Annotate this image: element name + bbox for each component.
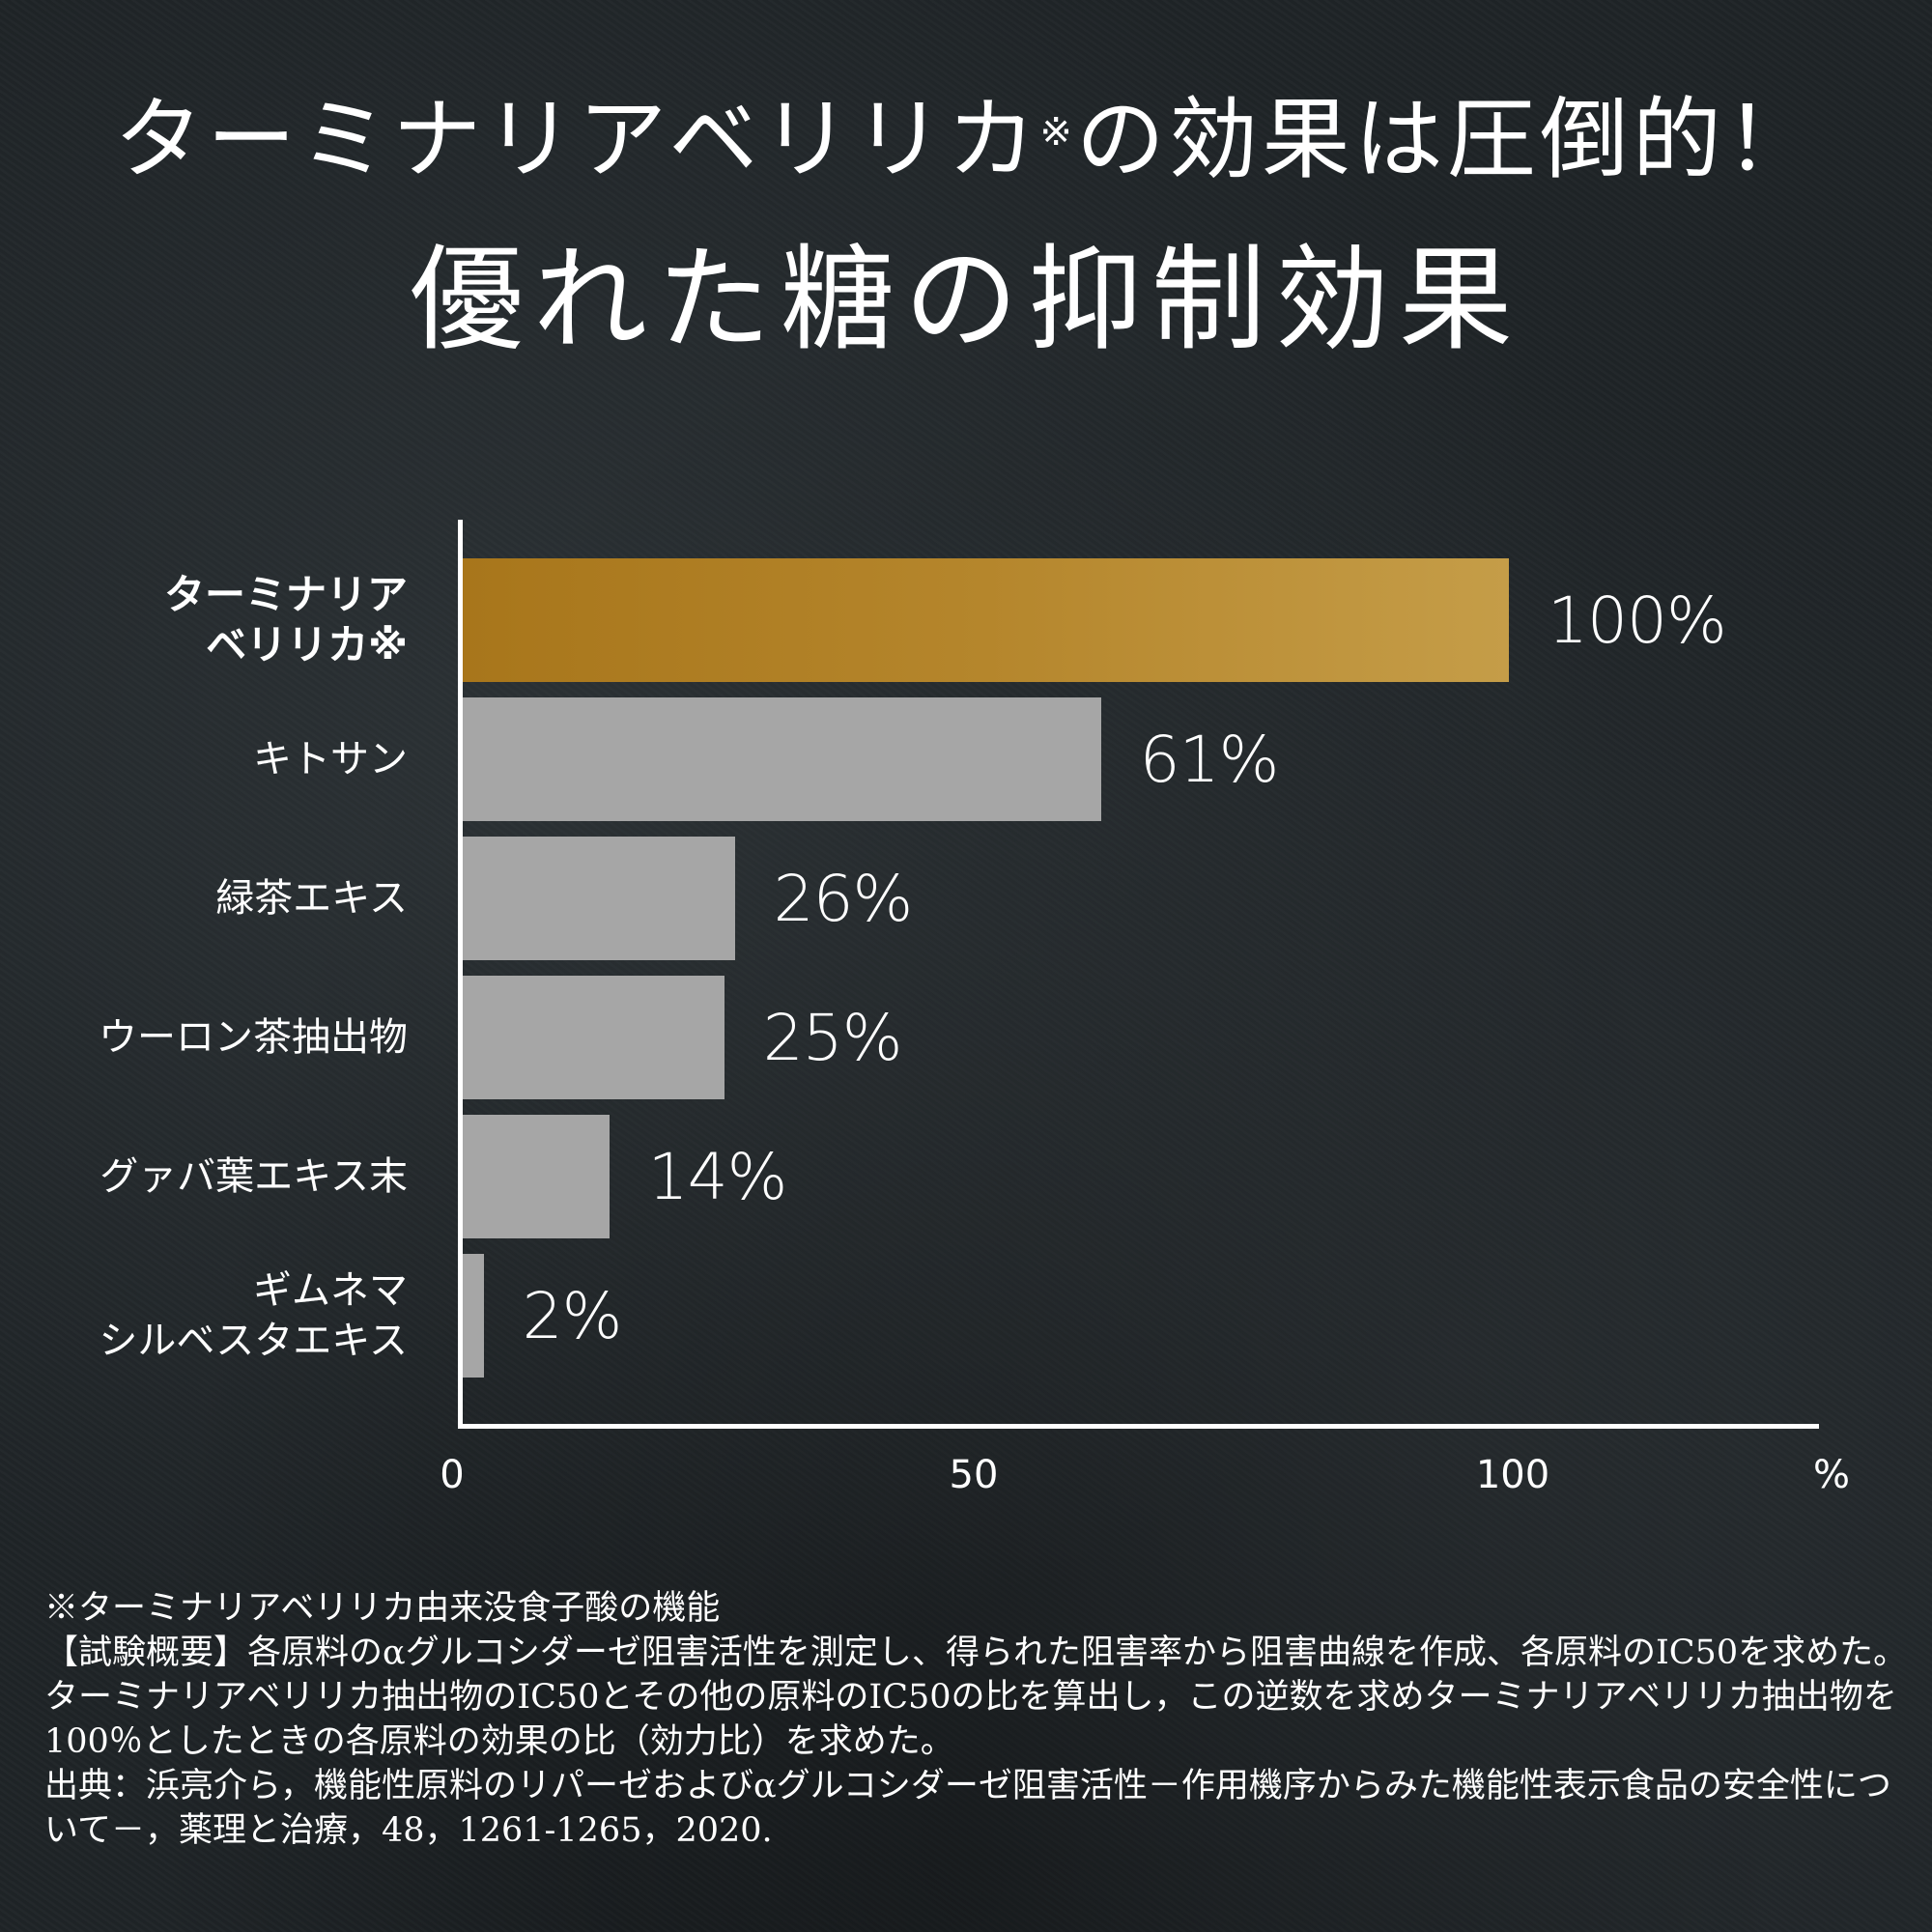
category-label: 緑茶エキス: [215, 876, 408, 921]
x-axis-line: [458, 1424, 1819, 1429]
bar: [463, 1115, 610, 1238]
bar: [463, 1254, 484, 1378]
bar-row: キトサン 61%: [0, 697, 1932, 821]
bar: [463, 976, 724, 1099]
bar-highlight: [463, 558, 1509, 682]
value-label: 2%: [522, 1278, 623, 1353]
footnote-mark: ※: [1039, 110, 1076, 155]
bar-row: ギムネマ シルベスタエキス 2%: [0, 1254, 1932, 1378]
bar-chart: ターミナリア ベリリカ※ 100% キトサン 61% 緑茶エキス 26% ウーロ…: [0, 520, 1932, 1497]
footnote-source: 出典：浜亮介ら，機能性原料のリパーゼおよびαグルコシダーゼ阻害活性－作用機序から…: [44, 1767, 1891, 1850]
x-unit-label: %: [1812, 1453, 1851, 1497]
footnotes: ※ターミナリアベリリカ由来没食子酸の機能 【試験概要】各原料のαグルコシダーゼ阻…: [44, 1586, 1909, 1853]
bar-row: グァバ葉エキス末 14%: [0, 1115, 1932, 1238]
bar: [463, 837, 735, 960]
value-label: 61%: [1139, 722, 1280, 797]
value-label: 26%: [773, 861, 914, 936]
category-label: ギムネマ シルベスタエキス: [99, 1268, 408, 1363]
value-label: 25%: [762, 1000, 903, 1075]
category-label: グァバ葉エキス末: [99, 1154, 408, 1199]
x-tick-label: 100: [1475, 1453, 1550, 1497]
bar-row: ウーロン茶抽出物 25%: [0, 976, 1932, 1099]
footnote-method: 【試験概要】各原料のαグルコシダーゼ阻害活性を測定し、得られた阻害率から阻害曲線…: [44, 1634, 1908, 1761]
category-label: ウーロン茶抽出物: [99, 1015, 408, 1060]
y-axis-line: [458, 520, 463, 1429]
headline: ターミナリアベリリカ※の効果は圧倒的！: [0, 87, 1932, 193]
category-label: ターミナリア ベリリカ※: [163, 571, 408, 668]
x-tick-label: 0: [440, 1453, 465, 1497]
value-label: 100%: [1548, 582, 1727, 658]
x-tick-label: 50: [949, 1453, 999, 1497]
value-label: 14%: [647, 1139, 788, 1214]
footnote-asterisk: ※ターミナリアベリリカ由来没食子酸の機能: [44, 1589, 721, 1628]
bar-row: ターミナリア ベリリカ※ 100%: [0, 558, 1932, 682]
headline-main: ターミナリアベリリカ: [114, 88, 1040, 191]
category-label: キトサン: [253, 737, 408, 781]
bar: [463, 697, 1101, 821]
headline-rest: の効果は圧倒的！: [1075, 88, 1818, 191]
chart-title: 優れた糖の抑制効果: [409, 233, 1522, 366]
bar-row: 緑茶エキス 26%: [0, 837, 1932, 960]
